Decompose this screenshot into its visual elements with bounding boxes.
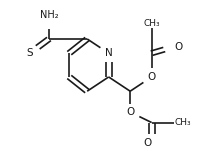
Text: NH₂: NH₂ <box>39 10 58 20</box>
Text: O: O <box>125 107 134 117</box>
Text: O: O <box>143 138 151 147</box>
Text: CH₃: CH₃ <box>143 19 159 28</box>
Text: O: O <box>174 41 182 52</box>
Text: S: S <box>26 48 33 58</box>
Text: O: O <box>147 72 155 82</box>
Text: CH₃: CH₃ <box>174 118 190 127</box>
Text: N: N <box>104 48 112 58</box>
